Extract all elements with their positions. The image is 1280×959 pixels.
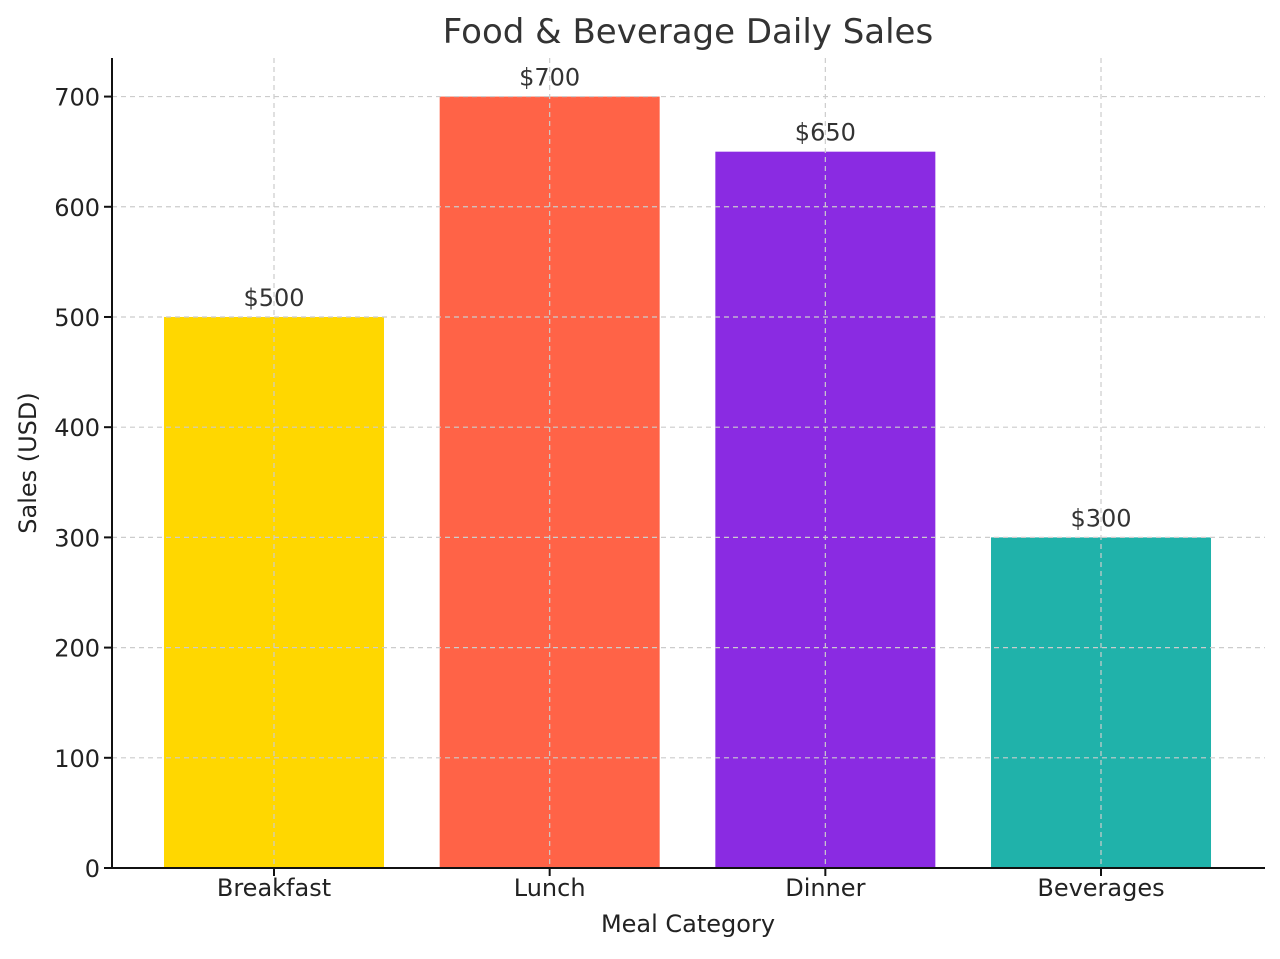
- bar-value-label: $650: [795, 119, 856, 147]
- bar-value-label: $500: [243, 284, 304, 312]
- y-tick-label: 600: [54, 194, 100, 222]
- value-labels: $500 $700 $650 $300: [243, 64, 1131, 533]
- y-tick-label: 700: [54, 84, 100, 112]
- y-tick-label: 200: [54, 635, 100, 663]
- axes: [111, 58, 1265, 869]
- ticks: 0 100 200 300 400 500 600 700 Breakfast Lunch Dinn…: [54, 84, 1164, 902]
- y-tick-label: 500: [54, 304, 100, 332]
- bars: [164, 96, 1212, 869]
- y-tick-label: 0: [85, 855, 100, 883]
- x-axis-title: Meal Category: [601, 910, 775, 938]
- chart-title: Food & Beverage Daily Sales: [443, 12, 933, 52]
- y-axis-title: Sales (USD): [14, 392, 42, 534]
- x-tick-label: Beverages: [1037, 874, 1164, 902]
- x-tick-label: Dinner: [785, 874, 865, 902]
- bar-value-label: $300: [1070, 504, 1131, 532]
- x-tick-label: Breakfast: [217, 874, 331, 902]
- y-tick-label: 400: [54, 414, 100, 442]
- bar-value-label: $700: [519, 64, 580, 92]
- x-tick-label: Lunch: [514, 874, 586, 902]
- y-tick-label: 300: [54, 524, 100, 552]
- y-tick-label: 100: [54, 745, 100, 773]
